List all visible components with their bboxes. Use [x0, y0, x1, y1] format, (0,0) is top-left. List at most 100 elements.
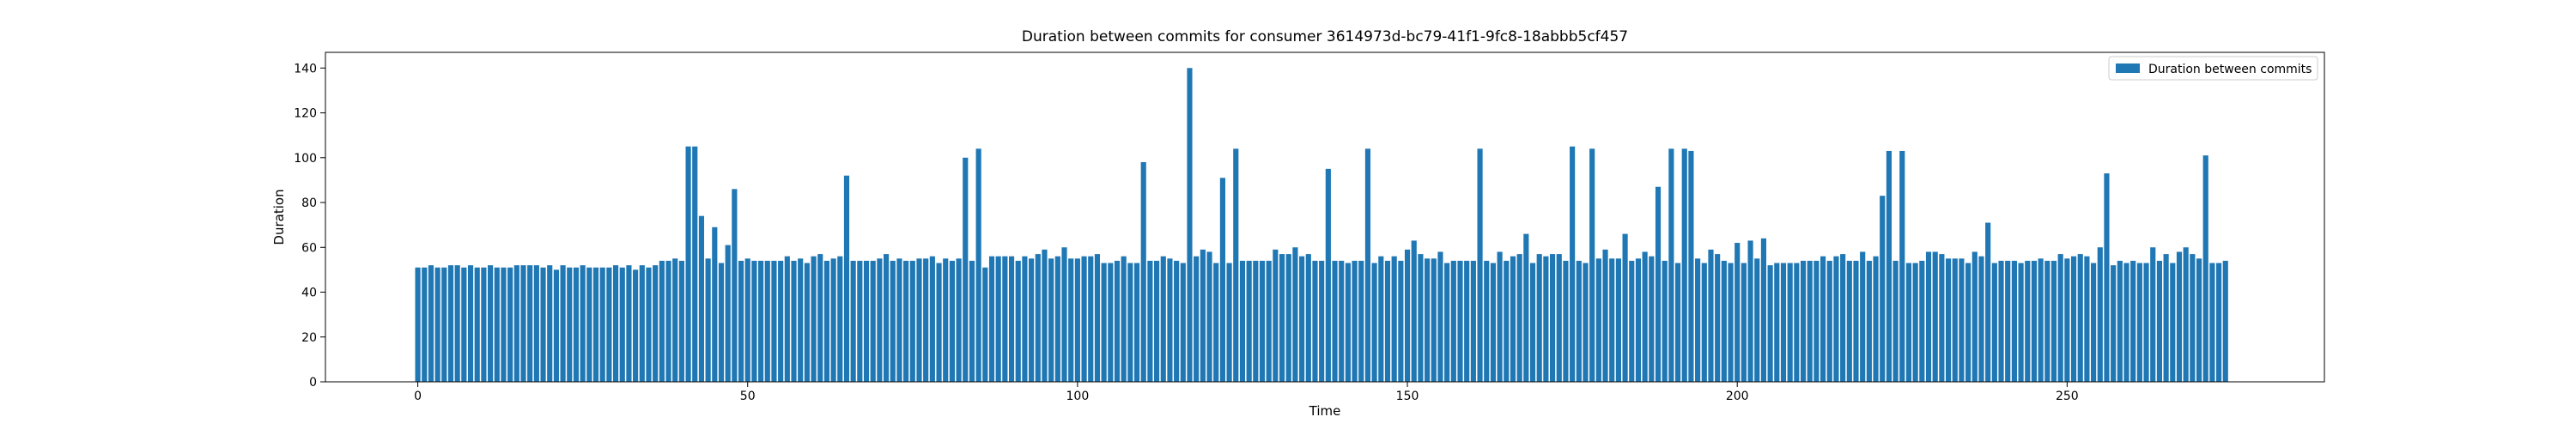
bar [1279, 254, 1285, 382]
bar [1556, 254, 1562, 382]
bar [1391, 256, 1397, 382]
bar [1285, 254, 1291, 382]
bar [771, 260, 777, 382]
bar [1629, 260, 1635, 382]
bar [1880, 196, 1886, 382]
bar [2117, 260, 2123, 382]
bar [1140, 162, 1146, 382]
bar [1820, 256, 1826, 382]
bar [1945, 258, 1952, 382]
bar [1364, 148, 1371, 382]
bar [560, 265, 566, 382]
bar [1418, 254, 1424, 382]
bar [1529, 263, 1536, 382]
bar [2163, 254, 2169, 382]
bar [461, 267, 467, 382]
bar [1187, 68, 1193, 382]
bar [1787, 263, 1793, 382]
bar [580, 265, 586, 382]
bar [1219, 178, 1225, 382]
legend-swatch [2116, 63, 2140, 73]
bar [1866, 260, 1872, 382]
bar [1622, 233, 1628, 382]
bar [1074, 258, 1080, 382]
bar [1371, 263, 1377, 382]
bar [2183, 247, 2189, 382]
bar [975, 148, 981, 382]
bar [1167, 258, 1173, 382]
bar [982, 267, 988, 382]
bar [870, 260, 876, 382]
bar [2057, 254, 2063, 382]
bar [1794, 263, 1800, 382]
bars-group [415, 68, 2228, 382]
bar [1358, 260, 1364, 382]
bar [1655, 186, 1662, 382]
bar [1674, 263, 1681, 382]
bar [1840, 254, 1846, 382]
bar [804, 263, 810, 382]
bar [2190, 254, 2196, 382]
bar [2025, 260, 2031, 382]
bar [2130, 260, 2136, 382]
bar [1450, 260, 1456, 382]
bar [1833, 256, 1839, 382]
bar [1444, 263, 1450, 382]
bar [1965, 263, 1971, 382]
bar [592, 267, 599, 382]
bar [1437, 251, 1443, 382]
bar [850, 260, 856, 382]
bar [1292, 247, 1298, 382]
bar [2196, 258, 2202, 382]
bar [1133, 263, 1140, 382]
bar [1939, 254, 1945, 382]
bar [474, 267, 480, 382]
bar [1068, 258, 1074, 382]
bar [533, 265, 539, 382]
bar [1160, 256, 1166, 382]
bar [1595, 258, 1601, 382]
bar [2031, 260, 2038, 382]
bar [665, 260, 671, 382]
bar [2123, 263, 2129, 382]
bar [1589, 148, 1595, 382]
bar [428, 265, 434, 382]
bar [501, 267, 507, 382]
bar [1543, 256, 1549, 382]
bar [863, 260, 870, 382]
bar [454, 265, 460, 382]
bar [2150, 247, 2156, 382]
bar [1681, 148, 1687, 382]
x-tick-label: 250 [2056, 390, 2079, 403]
bar [1200, 249, 1206, 382]
y-tick-label: 140 [294, 62, 317, 76]
bar [1477, 148, 1483, 382]
bar [1246, 260, 1252, 382]
bar [1154, 260, 1160, 382]
bar [1826, 260, 1832, 382]
bar [1029, 258, 1035, 382]
y-tick-label: 100 [294, 152, 317, 166]
legend-box [2108, 56, 2318, 81]
bar [2064, 258, 2070, 382]
bar [1563, 260, 1569, 382]
bar [823, 260, 829, 382]
bar [890, 260, 896, 382]
bar [2136, 263, 2142, 382]
bar [1094, 254, 1101, 382]
bar [2216, 263, 2222, 382]
bar [1985, 222, 1991, 382]
bar [1457, 260, 1463, 382]
bar [1780, 263, 1787, 382]
bar [1398, 260, 1404, 382]
bar [633, 269, 639, 382]
x-tick-label: 150 [1396, 390, 1419, 403]
bar [1431, 258, 1437, 382]
bar [1352, 260, 1358, 382]
y-tick-label: 60 [301, 241, 317, 255]
bar [1008, 256, 1015, 382]
bar [619, 267, 625, 382]
bar [1668, 148, 1674, 382]
